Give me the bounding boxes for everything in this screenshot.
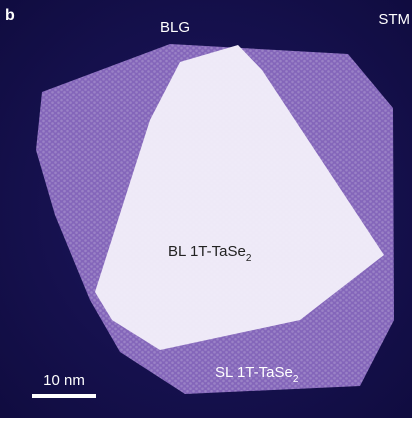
single-layer-label-text: SL 1T-TaSe — [215, 364, 293, 381]
stm-image: b BLG STM BL 1T-TaSe2 SL 1T-TaSe2 10 nm — [0, 0, 412, 418]
substrate-label: BLG — [160, 19, 190, 36]
panel-label: b — [5, 7, 15, 24]
page: b BLG STM BL 1T-TaSe2 SL 1T-TaSe2 10 nm … — [0, 0, 412, 418]
bilayer-label-text: BL 1T-TaSe — [168, 243, 246, 260]
scale-bar-label: 10 nm — [43, 372, 85, 389]
single-layer-label-subscript: 2 — [293, 374, 299, 385]
technique-label: STM — [378, 11, 410, 28]
bilayer-label-subscript: 2 — [246, 253, 252, 264]
scale-bar — [32, 394, 96, 398]
